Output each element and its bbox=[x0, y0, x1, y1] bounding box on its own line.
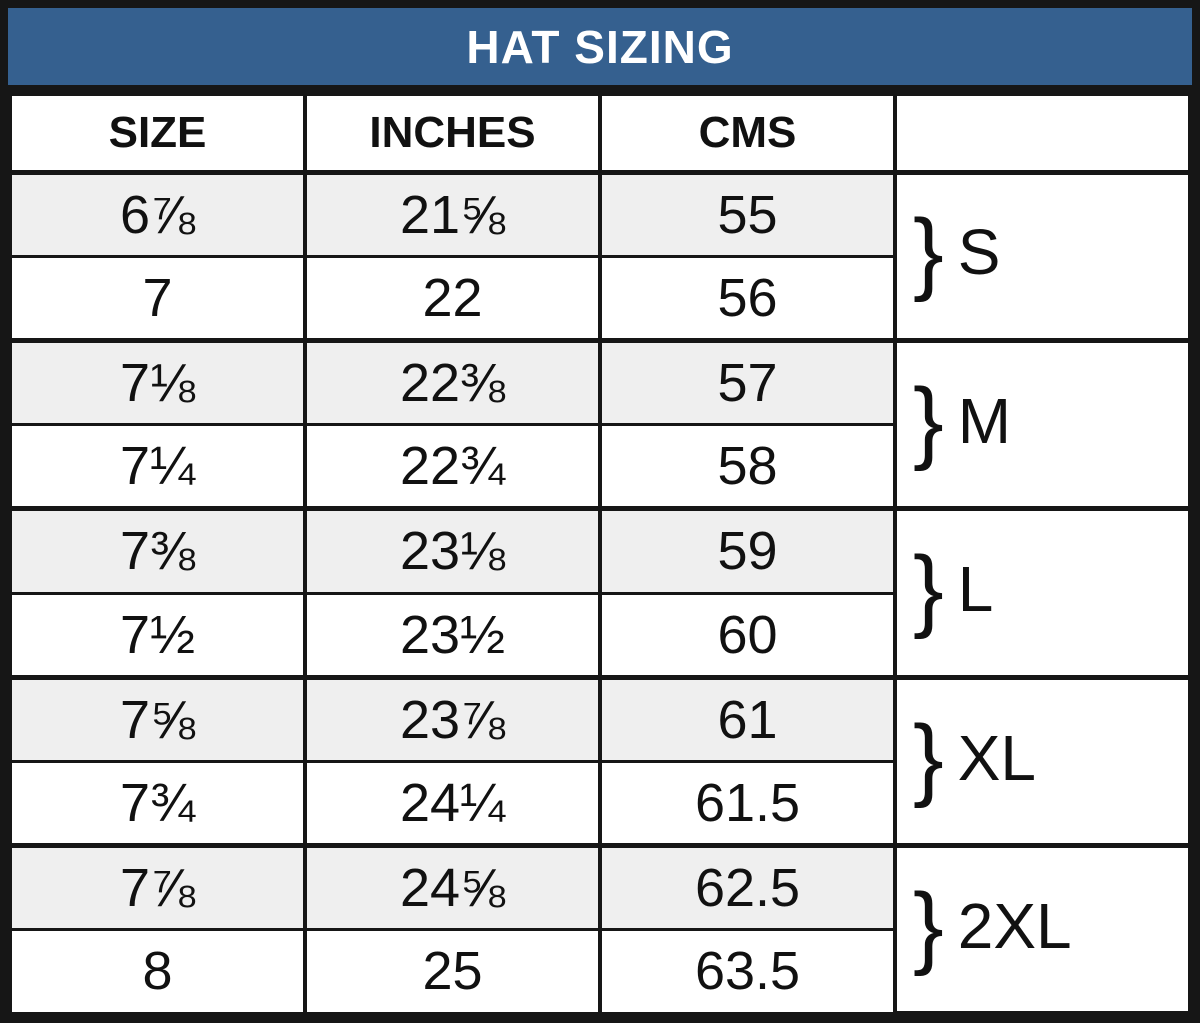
group-label: M bbox=[957, 384, 1012, 457]
group-cell-xl: } XL bbox=[893, 674, 1192, 848]
cms-cell: 55 bbox=[598, 169, 897, 258]
column-header-cms: CMS bbox=[598, 92, 897, 175]
table-row: 7⅛ 22⅜ 57 } M bbox=[8, 337, 1192, 511]
inches-cell: 21⅝ bbox=[303, 169, 602, 258]
group-label: L bbox=[957, 553, 994, 626]
table-row: 6⅞ 21⅝ 55 } S bbox=[8, 169, 1192, 343]
size-cell: 8 bbox=[8, 928, 307, 1015]
header-row: SIZE INCHES CMS bbox=[8, 92, 1192, 175]
cms-cell: 56 bbox=[598, 254, 897, 342]
inches-cell: 23⅛ bbox=[303, 506, 602, 595]
size-cell: 7⅛ bbox=[8, 337, 307, 427]
group-cell-m: } M bbox=[893, 337, 1192, 511]
inches-cell: 22 bbox=[303, 254, 602, 342]
inches-cell: 22¾ bbox=[303, 423, 602, 511]
size-cell: 7⅜ bbox=[8, 506, 307, 595]
column-header-group bbox=[893, 92, 1192, 175]
inches-cell: 24¼ bbox=[303, 760, 602, 848]
table-row: 7¼ 22¾ 58 bbox=[8, 423, 1190, 511]
cms-cell: 58 bbox=[598, 423, 897, 511]
group-label: S bbox=[957, 216, 1001, 289]
size-cell: 7¼ bbox=[8, 423, 307, 511]
group-cell-s: } S bbox=[893, 169, 1192, 343]
inches-cell: 23⅞ bbox=[303, 674, 602, 764]
page-title: HAT SIZING bbox=[466, 20, 734, 73]
table-row: 7¾ 24¼ 61.5 bbox=[8, 760, 1190, 848]
table-row: 7⅝ 23⅞ 61 } XL bbox=[8, 674, 1192, 848]
column-header-size: SIZE bbox=[8, 92, 307, 175]
sizing-table: SIZE INCHES CMS 6⅞ 21⅝ 55 } S 7 22 56 bbox=[8, 92, 1192, 1016]
cms-cell: 60 bbox=[598, 591, 897, 679]
table-row: 7⅜ 23⅛ 59 } L bbox=[8, 506, 1192, 680]
inches-cell: 24⅝ bbox=[303, 843, 602, 932]
group-cell-2xl: } 2XL bbox=[893, 843, 1192, 1016]
cms-cell: 63.5 bbox=[598, 928, 897, 1015]
table-row: 8 25 63.5 bbox=[8, 928, 1190, 1015]
table-row: 7½ 23½ 60 bbox=[8, 591, 1190, 679]
group-label: 2XL bbox=[957, 889, 1072, 962]
size-cell: 7⅝ bbox=[8, 674, 307, 764]
inches-cell: 25 bbox=[303, 928, 602, 1015]
cms-cell: 61 bbox=[598, 674, 897, 764]
table-row: 7 22 56 bbox=[8, 254, 1190, 342]
size-cell: 7¾ bbox=[8, 760, 307, 848]
inches-cell: 23½ bbox=[303, 591, 602, 679]
cms-cell: 57 bbox=[598, 337, 897, 427]
size-cell: 7½ bbox=[8, 591, 307, 679]
title-bar: HAT SIZING bbox=[8, 8, 1192, 92]
cms-cell: 62.5 bbox=[598, 843, 897, 932]
group-cell-l: } L bbox=[893, 506, 1192, 680]
cms-cell: 61.5 bbox=[598, 760, 897, 848]
group-label: XL bbox=[957, 721, 1037, 794]
size-cell: 7⅞ bbox=[8, 843, 307, 932]
size-cell: 6⅞ bbox=[8, 169, 307, 258]
inches-cell: 22⅜ bbox=[303, 337, 602, 427]
size-cell: 7 bbox=[8, 254, 307, 342]
cms-cell: 59 bbox=[598, 506, 897, 595]
column-header-inches: INCHES bbox=[303, 92, 602, 175]
table-row: 7⅞ 24⅝ 62.5 } 2XL bbox=[8, 843, 1192, 1016]
